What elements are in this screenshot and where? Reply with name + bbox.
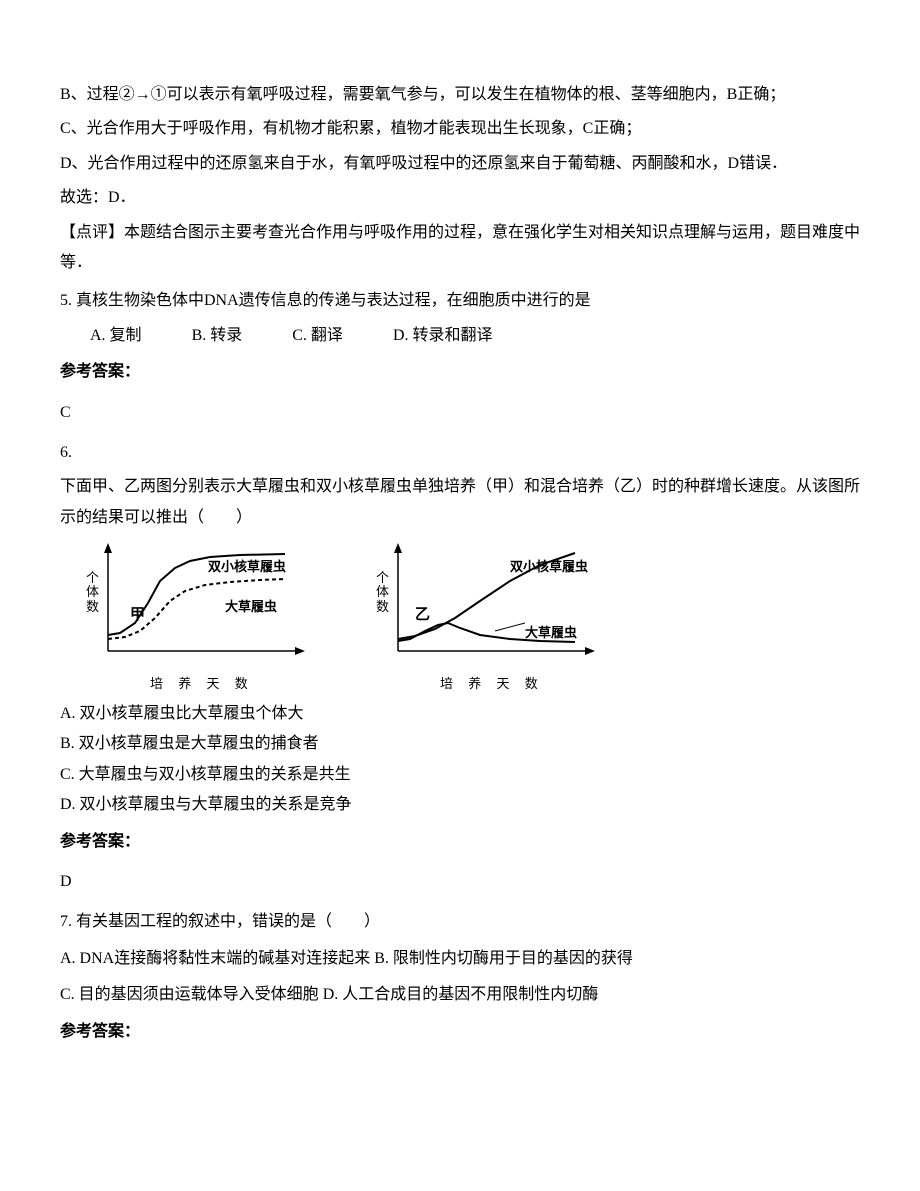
q6-chart-jia: 个体数 甲 双小核草履虫 大草履虫 培 养 天 数 [90, 543, 350, 693]
explanation-conclusion: 故选：D． [60, 183, 860, 213]
q5-option-a: A. 复制 [90, 321, 142, 351]
chart-yi-xlabel: 培 养 天 数 [440, 672, 544, 697]
panel-label-yi: 乙 [415, 601, 430, 630]
q6-option-d: D. 双小核草履虫与大草履虫的关系是竞争 [60, 790, 860, 820]
q5-answer: C [60, 398, 860, 428]
q7-options-row1: A. DNA连接酶将黏性末端的碱基对连接起来 B. 限制性内切酶用于目的基因的获… [60, 944, 860, 974]
q6-charts: 个体数 甲 双小核草履虫 大草履虫 培 养 天 数 个体数 乙 双小核草履虫 大… [90, 543, 860, 693]
q7-option-a: A. DNA连接酶将黏性末端的碱基对连接起来 [60, 950, 370, 967]
q6-option-b: B. 双小核草履虫是大草履虫的捕食者 [60, 729, 860, 759]
q5-option-d: D. 转录和翻译 [393, 321, 493, 351]
q7-stem: 7. 有关基因工程的叙述中，错误的是（ ） [60, 907, 860, 937]
q6-option-a: A. 双小核草履虫比大草履虫个体大 [60, 699, 860, 729]
chart-yi-ylabel: 个体数 [376, 571, 390, 614]
chart-jia-series1-label: 双小核草履虫 [208, 555, 286, 580]
q7-option-b: B. 限制性内切酶用于目的基因的获得 [374, 950, 633, 967]
q5-options: A. 复制 B. 转录 C. 翻译 D. 转录和翻译 [60, 321, 860, 351]
q6-answer-label: 参考答案： [60, 827, 860, 857]
explanation-line-b: B、过程②→①可以表示有氧呼吸过程，需要氧气参与，可以发生在植物体的根、茎等细胞… [60, 80, 860, 110]
q5-option-b: B. 转录 [192, 321, 243, 351]
chart-yi-series1-label: 双小核草履虫 [510, 555, 588, 580]
explanation-line-c: C、光合作用大于呼吸作用，有机物才能积累，植物才能表现出生长现象，C正确； [60, 114, 860, 144]
q6-stem: 下面甲、乙两图分别表示大草履虫和双小核草履虫单独培养（甲）和混合培养（乙）时的种… [60, 472, 860, 533]
q7-answer-label: 参考答案： [60, 1017, 860, 1047]
q6-option-c: C. 大草履虫与双小核草履虫的关系是共生 [60, 760, 860, 790]
explanation-line-d: D、光合作用过程中的还原氢来自于水，有氧呼吸过程中的还原氢来自于葡萄糖、丙酮酸和… [60, 149, 860, 179]
chart-jia-ylabel: 个体数 [86, 571, 100, 614]
panel-label-jia: 甲 [130, 601, 145, 630]
q6-options: A. 双小核草履虫比大草履虫个体大 B. 双小核草履虫是大草履虫的捕食者 C. … [60, 699, 860, 821]
q5-answer-label: 参考答案： [60, 357, 860, 387]
q5-stem: 5. 真核生物染色体中DNA遗传信息的传递与表达过程，在细胞质中进行的是 [60, 286, 860, 316]
chart-jia-series2-label: 大草履虫 [225, 595, 277, 620]
explanation-review: 【点评】本题结合图示主要考查光合作用与呼吸作用的过程，意在强化学生对相关知识点理… [60, 218, 860, 279]
q5-option-c: C. 翻译 [292, 321, 343, 351]
q6-answer: D [60, 867, 860, 897]
q6-number: 6. [60, 438, 860, 468]
q7-option-c: C. 目的基因须由运载体导入受体细胞 [60, 986, 319, 1003]
q6-chart-yi: 个体数 乙 双小核草履虫 大草履虫 培 养 天 数 [380, 543, 640, 693]
chart-jia-xlabel: 培 养 天 数 [150, 672, 254, 697]
q7-option-d: D. 人工合成目的基因不用限制性内切酶 [323, 986, 599, 1003]
chart-yi-series2-label: 大草履虫 [525, 621, 577, 646]
q7-options-row2: C. 目的基因须由运载体导入受体细胞 D. 人工合成目的基因不用限制性内切酶 [60, 980, 860, 1010]
